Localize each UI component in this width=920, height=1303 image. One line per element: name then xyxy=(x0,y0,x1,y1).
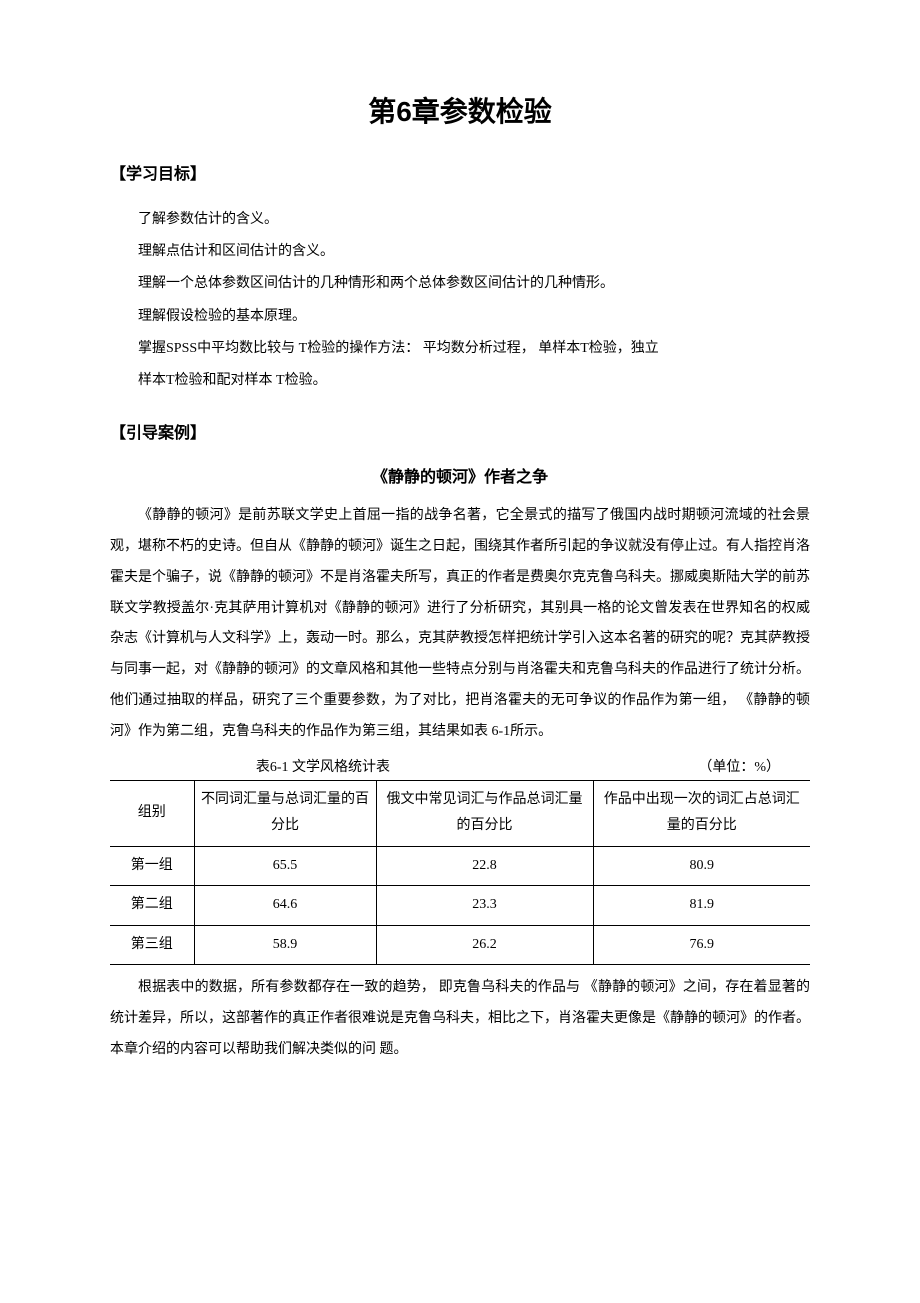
table-cell: 第一组 xyxy=(110,846,194,886)
table-cell: 76.9 xyxy=(593,925,810,965)
objective-item: 理解一个总体参数区间估计的几种情形和两个总体参数区间估计的几种情形。 xyxy=(138,268,810,300)
objective-item: 理解点估计和区间估计的含义。 xyxy=(138,236,810,268)
paragraph-2: 根据表中的数据，所有参数都存在一致的趋势， 即克鲁乌科夫的作品与 《静静的顿河》… xyxy=(110,973,810,1065)
objective-item: 掌握SPSS中平均数比较与 T检验的操作方法： 平均数分析过程， 单样本T检验，… xyxy=(138,333,810,365)
table-cell: 26.2 xyxy=(376,925,593,965)
table-caption: 表6-1 文学风格统计表 （单位：%） xyxy=(110,756,810,776)
table-row: 第三组 58.9 26.2 76.9 xyxy=(110,925,810,965)
table-caption-text: 表6-1 文学风格统计表 xyxy=(110,756,390,776)
objective-item: 了解参数估计的含义。 xyxy=(138,204,810,236)
objectives-list: 了解参数估计的含义。 理解点估计和区间估计的含义。 理解一个总体参数区间估计的几… xyxy=(138,204,810,397)
objective-item: 样本T检验和配对样本 T检验。 xyxy=(138,365,810,397)
table-header-cell: 组别 xyxy=(110,780,194,846)
table-cell: 58.9 xyxy=(194,925,376,965)
table-cell: 81.9 xyxy=(593,886,810,926)
table-unit-text: （单位：%） xyxy=(390,756,810,776)
table-header-cell: 作品中出现一次的词汇占总词汇量的百分比 xyxy=(593,780,810,846)
table-cell: 65.5 xyxy=(194,846,376,886)
table-row: 第二组 64.6 23.3 81.9 xyxy=(110,886,810,926)
case-heading: 【引导案例】 xyxy=(110,419,810,443)
case-title: 《静静的顿河》作者之争 xyxy=(110,463,810,487)
table-cell: 22.8 xyxy=(376,846,593,886)
style-stats-table: 组别 不同词汇量与总词汇量的百分比 俄文中常见词汇与作品总词汇量的百分比 作品中… xyxy=(110,780,810,966)
table-header-cell: 俄文中常见词汇与作品总词汇量的百分比 xyxy=(376,780,593,846)
objective-item: 理解假设检验的基本原理。 xyxy=(138,301,810,333)
paragraph-1: 《静静的顿河》是前苏联文学史上首屈一指的战争名著，它全景式的描写了俄国内战时期顿… xyxy=(110,501,810,747)
table-cell: 64.6 xyxy=(194,886,376,926)
table-cell: 23.3 xyxy=(376,886,593,926)
table-cell: 第三组 xyxy=(110,925,194,965)
table-header-row: 组别 不同词汇量与总词汇量的百分比 俄文中常见词汇与作品总词汇量的百分比 作品中… xyxy=(110,780,810,846)
table-cell: 80.9 xyxy=(593,846,810,886)
table-row: 第一组 65.5 22.8 80.9 xyxy=(110,846,810,886)
table-cell: 第二组 xyxy=(110,886,194,926)
chapter-title: 第6章参数检验 xyxy=(110,90,810,130)
learning-objectives-heading: 【学习目标】 xyxy=(110,160,810,184)
table-header-cell: 不同词汇量与总词汇量的百分比 xyxy=(194,780,376,846)
